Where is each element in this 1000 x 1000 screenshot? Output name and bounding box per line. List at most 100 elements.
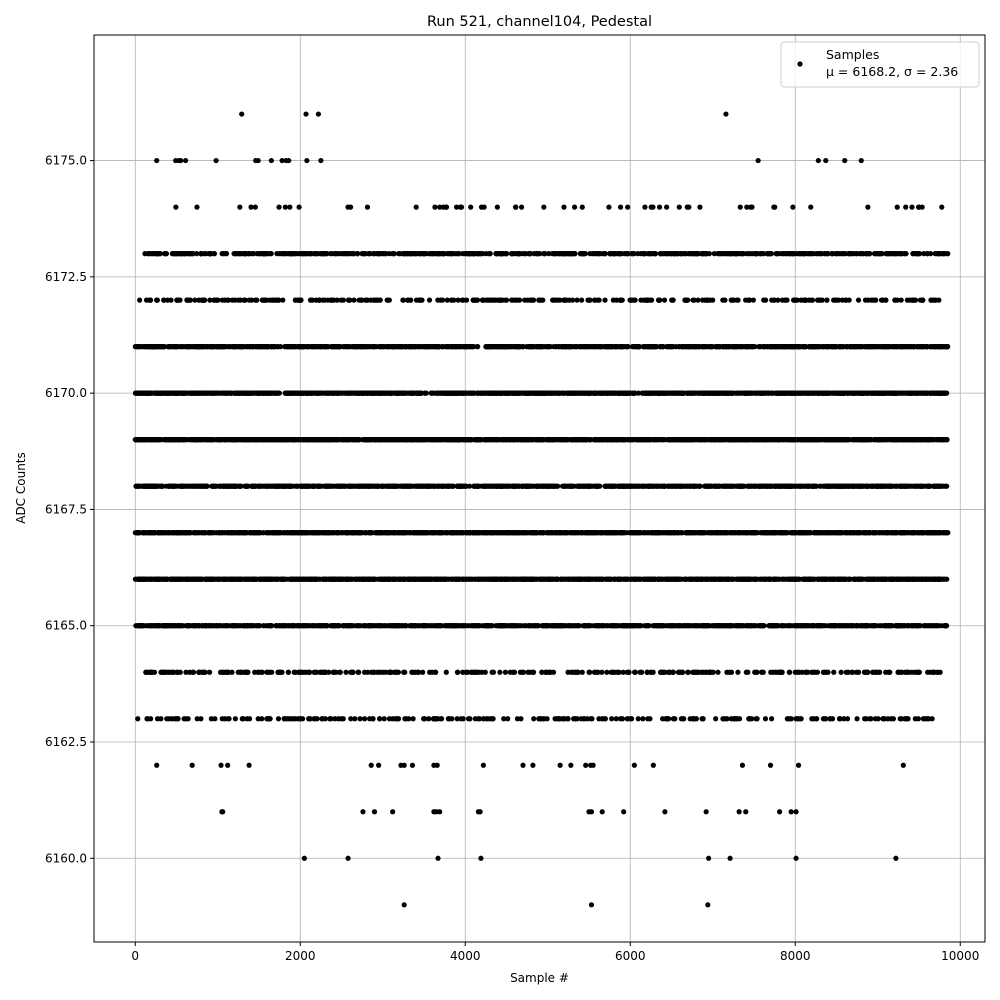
data-point [146,530,152,536]
data-point [426,716,432,722]
data-point [596,716,602,722]
data-point [311,716,317,722]
data-point [715,669,721,675]
data-point [473,576,479,582]
data-point [901,530,907,536]
data-point [579,669,585,675]
data-point [296,623,302,629]
band-6161 [219,809,799,815]
data-point [575,576,581,582]
data-point [246,762,252,768]
data-point [268,623,274,629]
data-point [194,716,200,722]
data-point [635,716,641,722]
data-point [597,576,603,582]
data-point [360,809,366,815]
data-point [725,576,731,582]
data-point [243,576,249,582]
data-point [281,716,287,722]
data-point [804,530,810,536]
data-point [727,855,733,861]
data-point [791,530,797,536]
data-point [743,809,749,815]
data-point [822,716,829,722]
data-point [292,716,299,722]
data-point [502,669,508,675]
data-point [629,716,635,722]
data-point [786,576,792,582]
data-point [929,716,935,722]
data-point [245,623,251,629]
data-point [739,530,745,536]
data-point [136,623,142,629]
data-point [439,530,445,536]
data-point [925,669,931,675]
data-point [235,669,241,675]
data-point [434,762,440,768]
data-point [720,576,726,582]
data-point [151,623,157,629]
data-point [872,530,878,536]
data-point [653,623,660,629]
data-point [218,762,224,768]
data-point [217,669,224,675]
data-point [778,669,784,675]
data-point [472,669,478,675]
data-point [622,623,628,629]
data-point [463,669,469,675]
data-point [749,716,755,722]
data-point [264,716,270,722]
data-point [912,530,918,536]
data-point [481,530,488,536]
data-point [660,669,666,675]
data-point [476,716,483,722]
data-point [410,716,416,722]
data-point [233,576,239,582]
data-point [668,530,674,536]
data-point [724,669,730,675]
data-point [460,716,466,722]
data-point [195,623,202,629]
data-point [229,669,235,675]
data-point [409,669,415,675]
data-point [578,530,584,536]
data-point [451,530,458,536]
data-point [772,669,779,675]
data-point [194,530,200,536]
data-point [145,669,151,675]
data-point [368,762,374,768]
data-point [882,576,888,582]
data-point [477,623,483,629]
data-point [371,809,378,815]
data-point [921,623,927,629]
data-point [334,623,341,629]
data-point [185,716,191,722]
data-point [403,623,409,629]
data-point [812,669,818,675]
data-point [906,530,912,536]
data-point [895,623,902,629]
data-point [673,576,679,582]
data-point [411,530,418,536]
data-point [572,623,578,629]
data-point [230,623,236,629]
data-point [604,669,610,675]
data-point [597,530,604,536]
data-point [815,576,821,582]
data-point [513,576,519,582]
data-point [367,530,374,536]
data-point [386,576,393,582]
data-point [773,576,779,582]
data-point [829,623,835,629]
data-point [567,623,573,629]
data-point [327,716,333,722]
data-point [297,576,303,582]
data-point [520,762,526,768]
data-point [286,716,292,722]
data-point [851,576,857,582]
data-point [199,530,205,536]
data-point [762,530,769,536]
data-points [132,111,951,908]
data-point [371,576,377,582]
data-point [596,623,602,629]
